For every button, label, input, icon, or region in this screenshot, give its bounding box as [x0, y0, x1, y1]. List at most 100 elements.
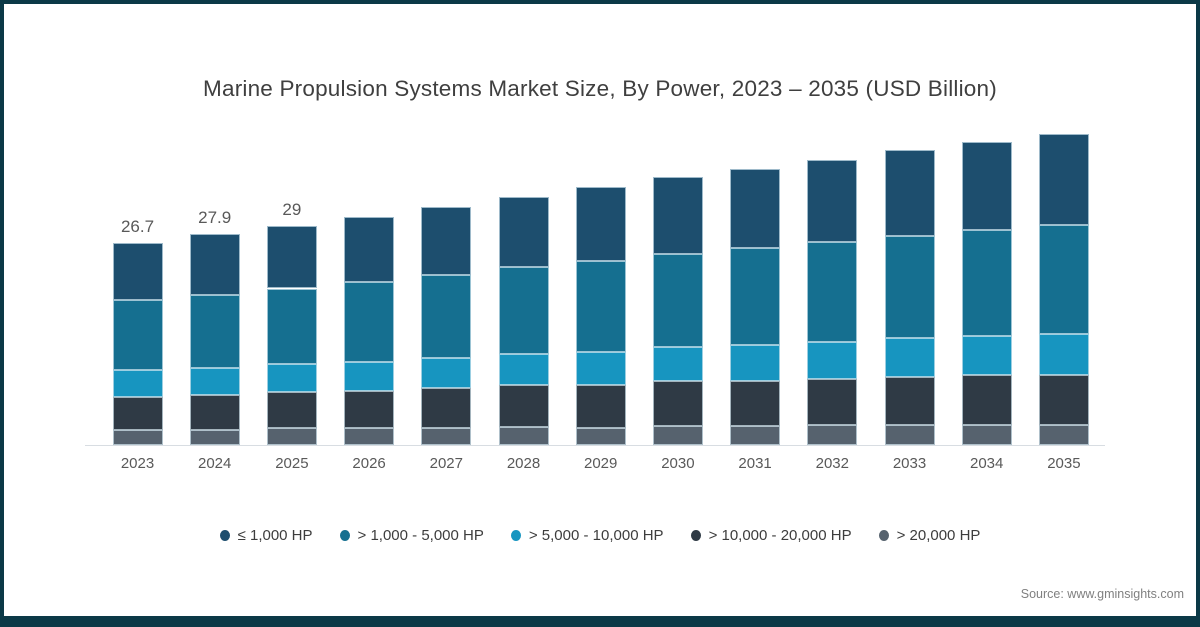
bar-segment-2023-series-3 [112, 397, 163, 430]
bar-segment-2028-series-1 [498, 267, 549, 355]
bar-segment-2030-series-3 [652, 381, 703, 427]
bar-segment-2032-series-4 [807, 425, 858, 445]
x-axis-label-2027: 2027 [429, 455, 463, 472]
bar-segment-2024-series-3 [189, 395, 240, 430]
bar-segment-2033-series-0 [884, 150, 935, 236]
x-axis-label-2032: 2032 [815, 455, 849, 472]
bar-segment-2024-series-1 [189, 295, 240, 368]
legend-label: ≤ 1,000 HP [237, 527, 313, 544]
x-axis-line [85, 445, 1105, 446]
bar-segment-2023-series-0 [112, 243, 163, 300]
bar-segment-2034-series-0 [961, 141, 1012, 231]
legend: ≤ 1,000 HP > 1,000 - 5,000 HP > 5,000 - 10… [4, 527, 1196, 544]
legend-item-series-3: > 10,000 - 20,000 HP [690, 527, 852, 544]
bar-segment-2031-series-4 [730, 426, 781, 445]
legend-label: > 5,000 - 10,000 HP [528, 527, 664, 544]
bar-segment-2024-series-2 [189, 367, 240, 396]
bar-total-label-2025: 29 [282, 199, 302, 219]
plot-area: 26.7 2023 27.9 2024 29 2025 2026 2027 2028 2029 20… [4, 4, 1196, 616]
bar-segment-2035-series-1 [1038, 225, 1089, 334]
legend-item-series-4: > 20,000 HP [878, 527, 981, 544]
bar-segment-2031-series-3 [730, 380, 781, 427]
bar-segment-2026-series-1 [344, 281, 395, 362]
bar-segment-2035-series-0 [1038, 133, 1089, 225]
bar-segment-2035-series-2 [1038, 333, 1089, 376]
x-axis-label-2023: 2023 [120, 455, 155, 472]
x-axis-label-2029: 2029 [584, 455, 618, 472]
legend-item-series-1: > 1,000 - 5,000 HP [339, 527, 484, 544]
bar-segment-2035-series-3 [1038, 375, 1089, 426]
bar-segment-2032-series-0 [807, 159, 858, 243]
legend-marker-icon [510, 530, 521, 541]
bar-total-label-2024: 27.9 [198, 208, 232, 228]
legend-marker-icon [878, 530, 889, 541]
bar-segment-2027-series-1 [421, 274, 472, 359]
bar-segment-2030-series-1 [652, 253, 703, 348]
bar-segment-2023-series-2 [112, 370, 163, 398]
bar-segment-2034-series-3 [961, 375, 1012, 425]
bar-total-label-2023: 26.7 [120, 217, 155, 237]
bar-segment-2034-series-1 [961, 230, 1012, 337]
source-note: Source: www.gminsights.com [1020, 587, 1184, 601]
bar-segment-2030-series-0 [652, 177, 703, 254]
bar-segment-2027-series-3 [421, 388, 472, 428]
bar-segment-2034-series-4 [961, 424, 1012, 445]
bar-segment-2028-series-3 [498, 385, 549, 427]
x-axis-label-2034: 2034 [970, 455, 1004, 472]
bar-segment-2034-series-2 [961, 336, 1012, 376]
legend-label: > 10,000 - 20,000 HP [708, 527, 852, 544]
bar-segment-2023-series-1 [112, 299, 163, 371]
bar-segment-2029-series-3 [575, 384, 626, 428]
x-axis-label-2035: 2035 [1047, 455, 1081, 472]
bar-segment-2033-series-2 [884, 338, 935, 377]
bar-segment-2027-series-2 [421, 358, 472, 389]
legend-marker-icon [339, 530, 350, 541]
bar-segment-2029-series-1 [575, 261, 626, 352]
x-axis-label-2024: 2024 [198, 455, 232, 472]
legend-marker-icon [219, 530, 230, 541]
bar-segment-2035-series-4 [1038, 425, 1089, 445]
x-axis-label-2031: 2031 [738, 455, 772, 472]
bar-segment-2029-series-0 [575, 187, 626, 262]
x-axis-label-2026: 2026 [352, 455, 386, 472]
bar-segment-2026-series-0 [344, 216, 395, 282]
bar-segment-2031-series-2 [730, 345, 781, 381]
legend-label: > 1,000 - 5,000 HP [357, 527, 484, 544]
bar-segment-2026-series-4 [344, 427, 395, 445]
bar-segment-2025-series-2 [266, 364, 317, 393]
x-axis-label-2025: 2025 [275, 455, 309, 472]
bar-segment-2029-series-2 [575, 352, 626, 385]
bar-segment-2028-series-2 [498, 354, 549, 386]
x-axis-label-2028: 2028 [506, 455, 541, 472]
legend-label: > 20,000 HP [896, 527, 981, 544]
bar-segment-2025-series-3 [266, 392, 317, 429]
bar-segment-2023-series-4 [112, 429, 163, 445]
bar-segment-2027-series-4 [421, 427, 472, 445]
chart-title: Marine Propulsion Systems Market Size, B… [203, 76, 997, 101]
bar-segment-2028-series-0 [498, 197, 549, 268]
bar-segment-2025-series-4 [266, 428, 317, 445]
bar-segment-2024-series-4 [189, 429, 240, 445]
bar-segment-2026-series-3 [344, 390, 395, 428]
bar-segment-2025-series-0 [266, 225, 317, 289]
x-axis-label-2033: 2033 [892, 455, 927, 472]
bar-segment-2025-series-1 [266, 288, 317, 365]
bar-segment-2030-series-2 [652, 347, 703, 382]
bar-segment-2024-series-0 [189, 234, 240, 296]
bar-segment-2032-series-3 [807, 379, 858, 426]
x-axis-label-2030: 2030 [661, 455, 695, 472]
bar-segment-2031-series-1 [730, 248, 781, 346]
bar-segment-2032-series-1 [807, 242, 858, 343]
bar-segment-2029-series-4 [575, 427, 626, 445]
bar-segment-2033-series-4 [884, 424, 935, 445]
bar-segment-2026-series-2 [344, 361, 395, 391]
legend-item-series-0: ≤ 1,000 HP [219, 527, 313, 544]
bar-segment-2033-series-3 [884, 376, 935, 425]
legend-item-series-2: > 5,000 - 10,000 HP [510, 527, 664, 544]
bar-segment-2032-series-2 [807, 342, 858, 380]
bar-segment-2031-series-0 [730, 169, 781, 249]
bar-segment-2028-series-4 [498, 426, 549, 445]
bar-segment-2030-series-4 [652, 426, 703, 445]
bar-segment-2033-series-1 [884, 235, 935, 339]
